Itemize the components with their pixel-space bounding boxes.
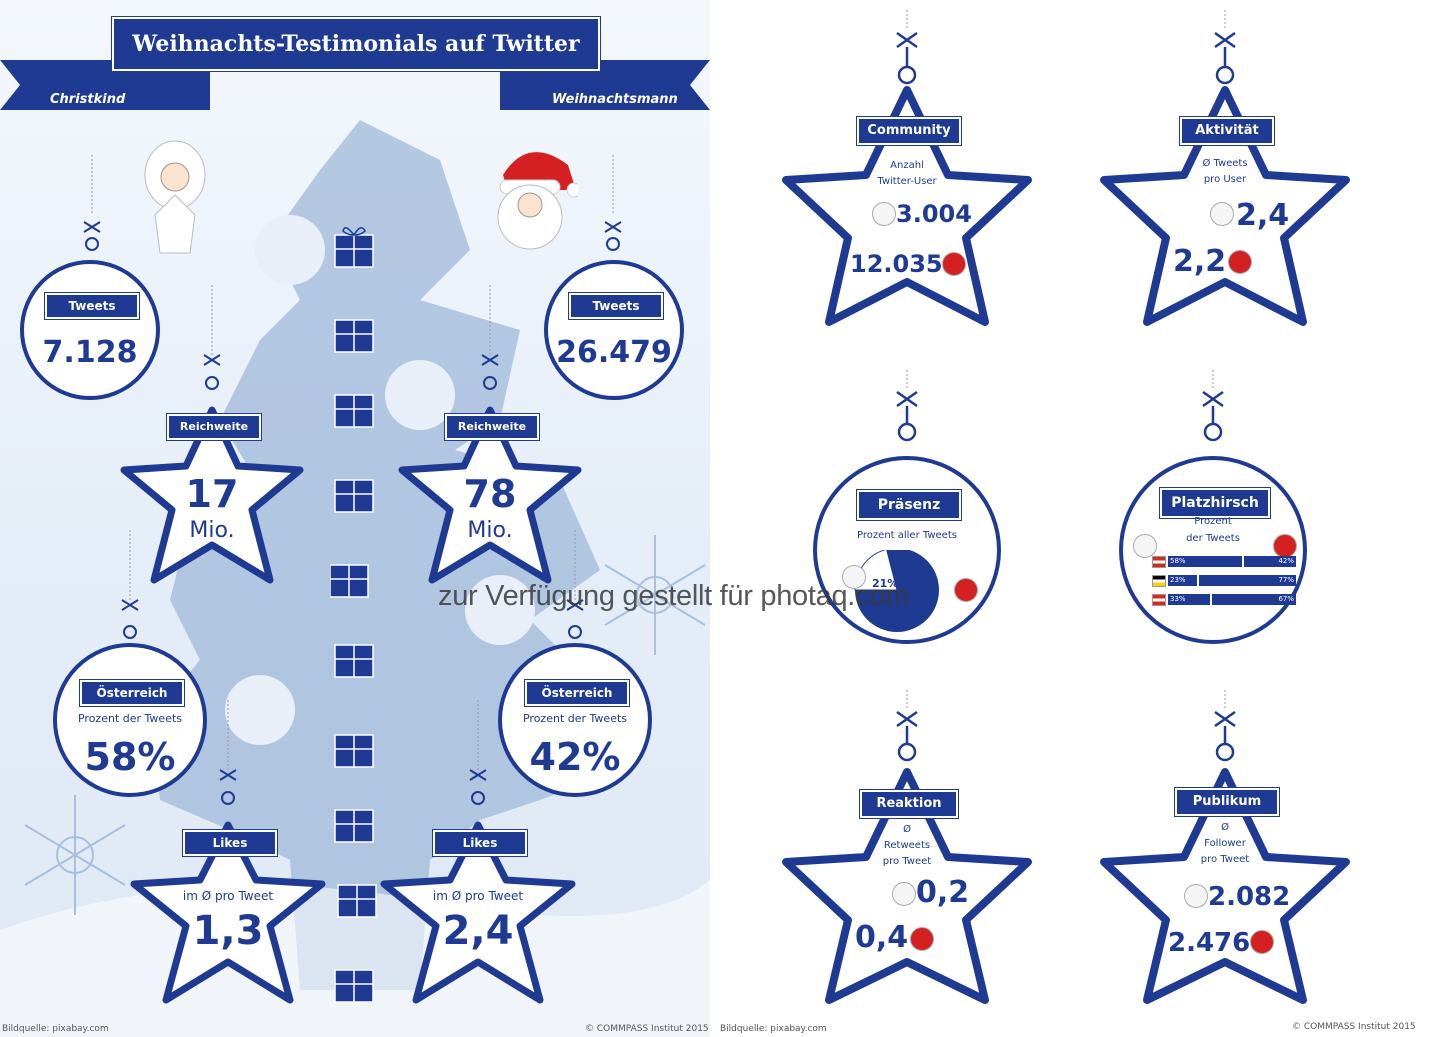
christkind-face-icon [1133,534,1157,558]
reaktion-sub2: Retweets [883,840,931,851]
tweets-value-weihnachtsmann: 26.479 [556,335,672,370]
praesenz-christkind-pct: 21% [872,577,899,590]
community-sub1: Anzahl [890,160,924,171]
aktivitaet-sub1: Ø Tweets [1202,158,1248,169]
right-ornaments-graphic [782,10,1350,1004]
reaktion-banner: Reaktion [860,790,958,818]
platzhirsch-bar-christkind: 23% [1168,575,1197,586]
community-christkind: 3.004 [896,200,972,228]
weihnachtsmann-label: Weihnachtsmann [552,92,678,107]
image-credit-left: Bildquelle: pixabay.com [2,1024,109,1034]
weihnachtsmann-face-icon [1228,250,1252,274]
weihnachtsmann-face-icon [910,927,934,951]
image-credit-right: Bildquelle: pixabay.com [720,1024,827,1034]
likes-banner-weihnachtsmann: Likes [433,830,527,856]
christkind-face-icon [842,565,866,589]
christkind-face-icon [1184,884,1208,908]
aktivitaet-sub2: pro User [1203,174,1247,185]
left-panel: Weihnachts-Testimonials auf Twitter Chri… [0,0,710,1037]
weihnachtsmann-face-icon [942,252,966,276]
publikum-sub1: Ø [1221,822,1229,833]
platzhirsch-banner: Platzhirsch [1160,488,1270,518]
reichweite-unit-weihnachtsmann: Mio. [467,518,513,543]
publikum-sub2: Follower [1204,838,1246,849]
likes-value-christkind: 1,3 [192,908,264,954]
christkind-label: Christkind [50,92,126,107]
right-panel: 21% Community Anzahl Twitter-User 3.004 … [710,0,1440,1037]
platzhirsch-bar-weihnachtsmann: 42% [1244,556,1296,567]
weihnachtsmann-face-icon [954,578,978,602]
publikum-sub3: pro Tweet [1200,854,1250,865]
reaktion-sub1: Ø [903,824,911,835]
platzhirsch-bar-christkind: 33% [1168,594,1210,605]
snowflake-icon [604,535,706,655]
page-title: Weihnachts-Testimonials auf Twitter [112,17,600,71]
reichweite-unit-christkind: Mio. [189,518,235,543]
reichweite-banner-weihnachtsmann: Reichweite [445,414,539,440]
publikum-banner: Publikum [1175,788,1279,816]
christkind-face-icon [872,202,896,226]
weihnachtsmann-face-icon [1250,930,1274,954]
likes-banner-christkind: Likes [183,830,277,856]
platzhirsch-sub1: Prozent [1194,516,1232,527]
flag-icon-ch [1152,594,1166,606]
likes-value-weihnachtsmann: 2,4 [442,908,514,954]
oesterreich-value-weihnachtsmann: 42% [529,735,621,779]
platzhirsch-bar-christkind: 58% [1168,556,1242,567]
likes-sublabel-weihnachtsmann: im Ø pro Tweet [432,889,524,903]
aktivitaet-weihnachtsmann: 2,2 [1173,244,1227,279]
tweets-banner-christkind: Tweets [45,293,139,319]
flag-icon-at [1152,556,1166,568]
reaktion-sub3: pro Tweet [882,856,932,867]
community-banner: Community [857,117,961,145]
tweets-value-christkind: 7.128 [42,335,138,370]
community-sub2: Twitter-User [877,176,937,187]
oesterreich-banner-weihnachtsmann: Österreich [525,680,629,706]
christkind-face-icon [892,882,916,906]
flag-icon-de [1152,575,1166,587]
reichweite-value-christkind: 17 [185,472,239,516]
praesenz-banner: Präsenz [857,490,961,520]
publikum-christkind: 2.082 [1208,882,1291,912]
copyright-right: © COMMPASS Institut 2015 [1292,1022,1416,1032]
aktivitaet-banner: Aktivität [1180,117,1274,145]
watermark-text: zur Verfügung gestellt für photaq.com [438,580,909,612]
presents-column [330,227,377,1003]
oesterreich-sublabel-christkind: Prozent der Tweets [77,712,183,725]
header-ribbon-graphic [0,60,710,110]
christkind-icon [144,140,206,254]
aktivitaet-christkind: 2,4 [1236,198,1290,233]
ornament-strings [20,155,684,1004]
reichweite-banner-christkind: Reichweite [167,414,261,440]
platzhirsch-sub2: der Tweets [1186,533,1240,544]
snowflake-icon [24,795,126,915]
oesterreich-sublabel-weihnachtsmann: Prozent der Tweets [522,712,628,725]
copyright-left: © COMMPASS Institut 2015 [585,1024,709,1034]
reichweite-value-weihnachtsmann: 78 [463,472,517,516]
weihnachtsmann-icon [497,152,578,250]
likes-sublabel-christkind: im Ø pro Tweet [182,889,274,903]
platzhirsch-bar-weihnachtsmann: 67% [1212,594,1296,605]
christkind-face-icon [1210,202,1234,226]
reaktion-weihnachtsmann: 0,4 [855,920,909,955]
praesenz-sub1: Prozent aller Tweets [857,530,957,541]
publikum-weihnachtsmann: 2.476 [1168,928,1251,958]
weihnachtsmann-face-icon [1273,534,1297,558]
oesterreich-banner-christkind: Österreich [80,680,184,706]
tweets-banner-weihnachtsmann: Tweets [569,293,663,319]
reaktion-christkind: 0,2 [916,875,970,910]
community-weihnachtsmann: 12.035 [850,250,943,278]
oesterreich-value-christkind: 58% [84,735,176,779]
platzhirsch-bar-weihnachtsmann: 77% [1199,575,1296,586]
